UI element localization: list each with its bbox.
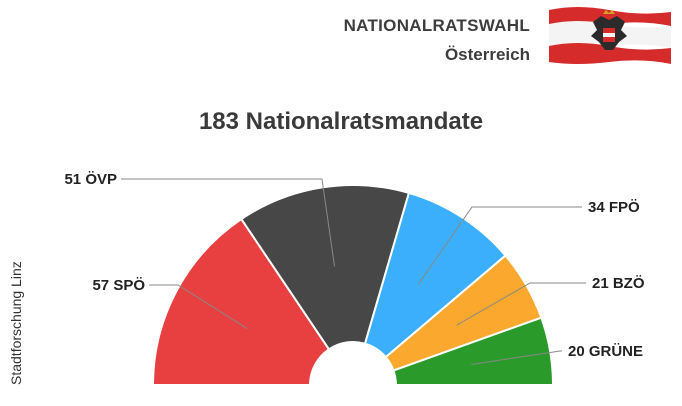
- slice-fpö: [363, 191, 507, 359]
- slice-grüne: [392, 316, 555, 386]
- leader-line-övp: [121, 178, 336, 267]
- label-grüne: 20 GRÜNE: [568, 343, 643, 360]
- slice-övp: [239, 184, 411, 351]
- leader-line-grüne: [471, 350, 562, 365]
- leader-line-fpö: [417, 206, 582, 285]
- austria-flag-icon: [549, 7, 671, 64]
- chart-title: 183 Nationalratsmandate: [198, 108, 484, 135]
- label-fpö: 34 FPÖ: [588, 199, 640, 216]
- slice-spö: [151, 217, 331, 386]
- label-spö: 57 SPÖ: [92, 277, 145, 294]
- label-bzö: 21 BZÖ: [592, 275, 645, 292]
- header-title: NATIONALRATSWAHL: [343, 16, 530, 35]
- leader-line-spö: [149, 284, 248, 330]
- header-subtitle: Österreich: [444, 45, 530, 64]
- label-övp: 51 ÖVP: [64, 171, 117, 188]
- leader-line-bzö: [456, 282, 586, 326]
